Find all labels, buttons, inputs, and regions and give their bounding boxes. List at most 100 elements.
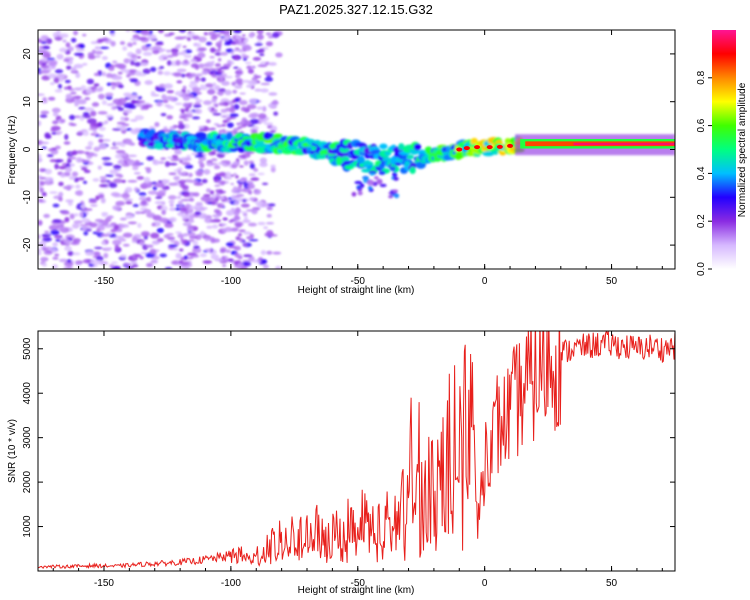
noise-speckle — [158, 160, 165, 165]
noise-speckle — [132, 166, 139, 171]
noise-speckle — [106, 72, 113, 78]
noise-speckle — [263, 226, 269, 230]
noise-speckle — [142, 104, 150, 110]
noise-speckle — [270, 125, 278, 132]
noise-speckle — [40, 69, 50, 74]
noise-speckle — [265, 222, 275, 225]
noise-speckle — [86, 78, 94, 85]
noise-speckle — [101, 71, 106, 77]
noise-speckle — [173, 169, 179, 172]
noise-speckle — [131, 99, 136, 105]
noise-speckle — [40, 110, 50, 115]
noise-speckle — [239, 92, 246, 95]
noise-speckle — [229, 107, 236, 113]
noise-speckle — [54, 163, 59, 170]
noise-speckle — [231, 42, 238, 45]
noise-speckle — [214, 258, 225, 262]
noise-speckle — [258, 48, 265, 53]
noise-speckle — [79, 116, 85, 122]
noise-speckle — [136, 56, 141, 59]
noise-speckle — [146, 212, 156, 218]
noise-speckle — [42, 97, 47, 102]
noise-speckle — [121, 193, 130, 199]
noise-speckle — [58, 33, 69, 38]
noise-speckle — [190, 73, 197, 78]
snr-panel: -150 -100 -50 0 50 1000 2000 3000 4000 5000 Heigh… — [7, 330, 676, 596]
ridge-blob — [406, 154, 414, 160]
noise-speckle — [206, 225, 213, 229]
noise-speckle — [101, 212, 108, 218]
noise-speckle — [120, 116, 125, 122]
noise-speckle — [77, 99, 87, 105]
noise-speckle — [183, 157, 192, 161]
noise-speckle — [214, 215, 220, 219]
noise-speckle — [264, 71, 274, 76]
noise-speckle — [100, 197, 106, 204]
noise-speckle — [215, 189, 221, 192]
noise-speckle — [111, 84, 116, 90]
noise-speckle — [93, 72, 100, 77]
noise-speckle — [67, 85, 72, 90]
noise-speckle — [38, 219, 43, 226]
noise-speckle — [39, 114, 48, 118]
noise-speckle — [251, 208, 258, 215]
noise-speckle — [218, 88, 226, 93]
noise-speckle — [163, 71, 171, 76]
noise-speckle — [133, 187, 139, 192]
noise-speckle — [58, 181, 64, 187]
noise-speckle — [65, 199, 74, 203]
noise-speckle — [259, 157, 268, 164]
noise-speckle — [211, 158, 218, 162]
noise-speckle — [159, 253, 167, 258]
ridge-blob — [392, 171, 398, 178]
noise-speckle — [242, 243, 248, 247]
noise-speckle — [157, 70, 164, 75]
noise-speckle — [244, 61, 252, 65]
noise-speckle — [230, 182, 234, 186]
noise-speckle — [240, 39, 244, 43]
noise-speckle — [198, 36, 207, 43]
noise-speckle — [187, 256, 194, 260]
noise-speckle — [112, 239, 122, 246]
noise-speckle — [70, 123, 77, 127]
noise-speckle — [73, 115, 81, 119]
noise-speckle — [44, 230, 50, 234]
noise-speckle — [123, 198, 134, 202]
noise-speckle — [119, 254, 127, 258]
noise-speckle — [71, 67, 77, 72]
noise-speckle — [209, 87, 216, 90]
noise-speckle — [241, 45, 252, 51]
snr-axes: -150 -100 -50 0 50 1000 2000 3000 4000 5000 — [22, 331, 675, 589]
noise-speckle — [115, 173, 123, 177]
ridge-peak — [496, 144, 503, 149]
spectrogram-title: PAZ1.2025.327.12.15.G32 — [279, 2, 433, 17]
noise-speckle — [56, 73, 67, 77]
band-peak — [573, 142, 675, 146]
ridge-blob — [364, 159, 371, 166]
noise-speckle — [188, 30, 192, 34]
noise-speckle — [72, 95, 82, 99]
noise-speckle — [66, 259, 72, 263]
noise-speckle — [254, 88, 262, 92]
noise-speckle — [79, 211, 84, 218]
noise-speckle — [97, 111, 108, 115]
noise-speckle — [85, 146, 93, 150]
noise-speckle — [139, 240, 145, 247]
noise-speckle — [241, 34, 246, 37]
snr-xlabel: Height of straight line (km) — [298, 585, 415, 596]
noise-speckle — [47, 96, 56, 101]
noise-speckle — [54, 145, 61, 150]
noise-speckle — [189, 214, 195, 221]
noise-speckle — [83, 169, 91, 174]
noise-speckle — [50, 148, 59, 155]
noise-speckle — [180, 211, 186, 214]
noise-speckle — [84, 97, 91, 101]
snr-ytick-label: 5000 — [22, 337, 33, 360]
noise-speckle — [269, 234, 278, 237]
noise-speckle — [48, 224, 59, 231]
noise-speckle — [97, 121, 103, 128]
noise-speckle — [87, 140, 94, 147]
noise-speckle — [53, 77, 60, 84]
noise-speckle — [218, 223, 222, 227]
